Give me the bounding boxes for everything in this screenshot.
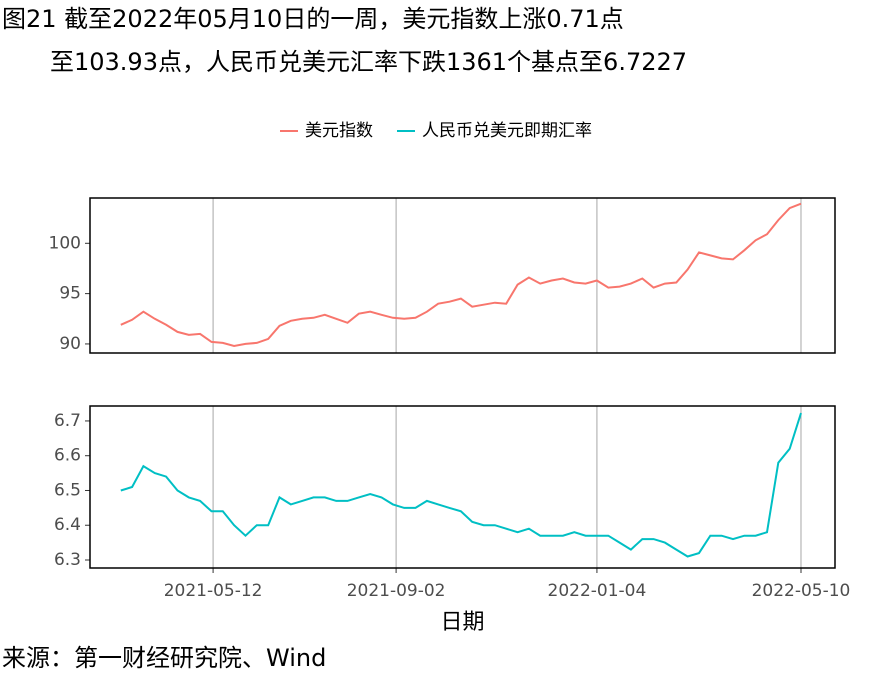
x-axis-title: 日期 [440, 610, 484, 635]
y-tick-label: 6.4 [54, 515, 81, 535]
y-tick-label: 6.6 [54, 446, 81, 466]
panel-border [89, 405, 836, 569]
panel-border [89, 197, 836, 354]
title-line: 图21 截至2022年05月10日的一周，美元指数上涨0.71点 [2, 5, 624, 33]
x-tick-label: 2022-01-04 [548, 581, 647, 601]
y-tick-label: 95 [59, 284, 81, 304]
legend-label: 人民币兑美元即期汇率 [422, 121, 592, 141]
y-tick-label: 90 [59, 334, 81, 354]
series-line [120, 412, 802, 558]
x-tick-label: 2022-05-10 [752, 581, 851, 601]
y-tick-label: 6.5 [54, 480, 81, 500]
x-tick-label: 2021-05-12 [164, 581, 263, 601]
y-tick-label: 6.7 [54, 411, 81, 431]
source: 来源：第一财经研究院、Wind [2, 644, 326, 672]
title-line: 至103.93点，人民币兑美元汇率下跌1361个基点至6.7227 [50, 48, 687, 76]
legend-label: 美元指数 [305, 121, 373, 141]
y-tick-label: 6.3 [54, 550, 81, 570]
x-tick-label: 2021-09-02 [347, 581, 446, 601]
y-tick-label: 100 [49, 233, 81, 253]
series-line [120, 202, 802, 348]
